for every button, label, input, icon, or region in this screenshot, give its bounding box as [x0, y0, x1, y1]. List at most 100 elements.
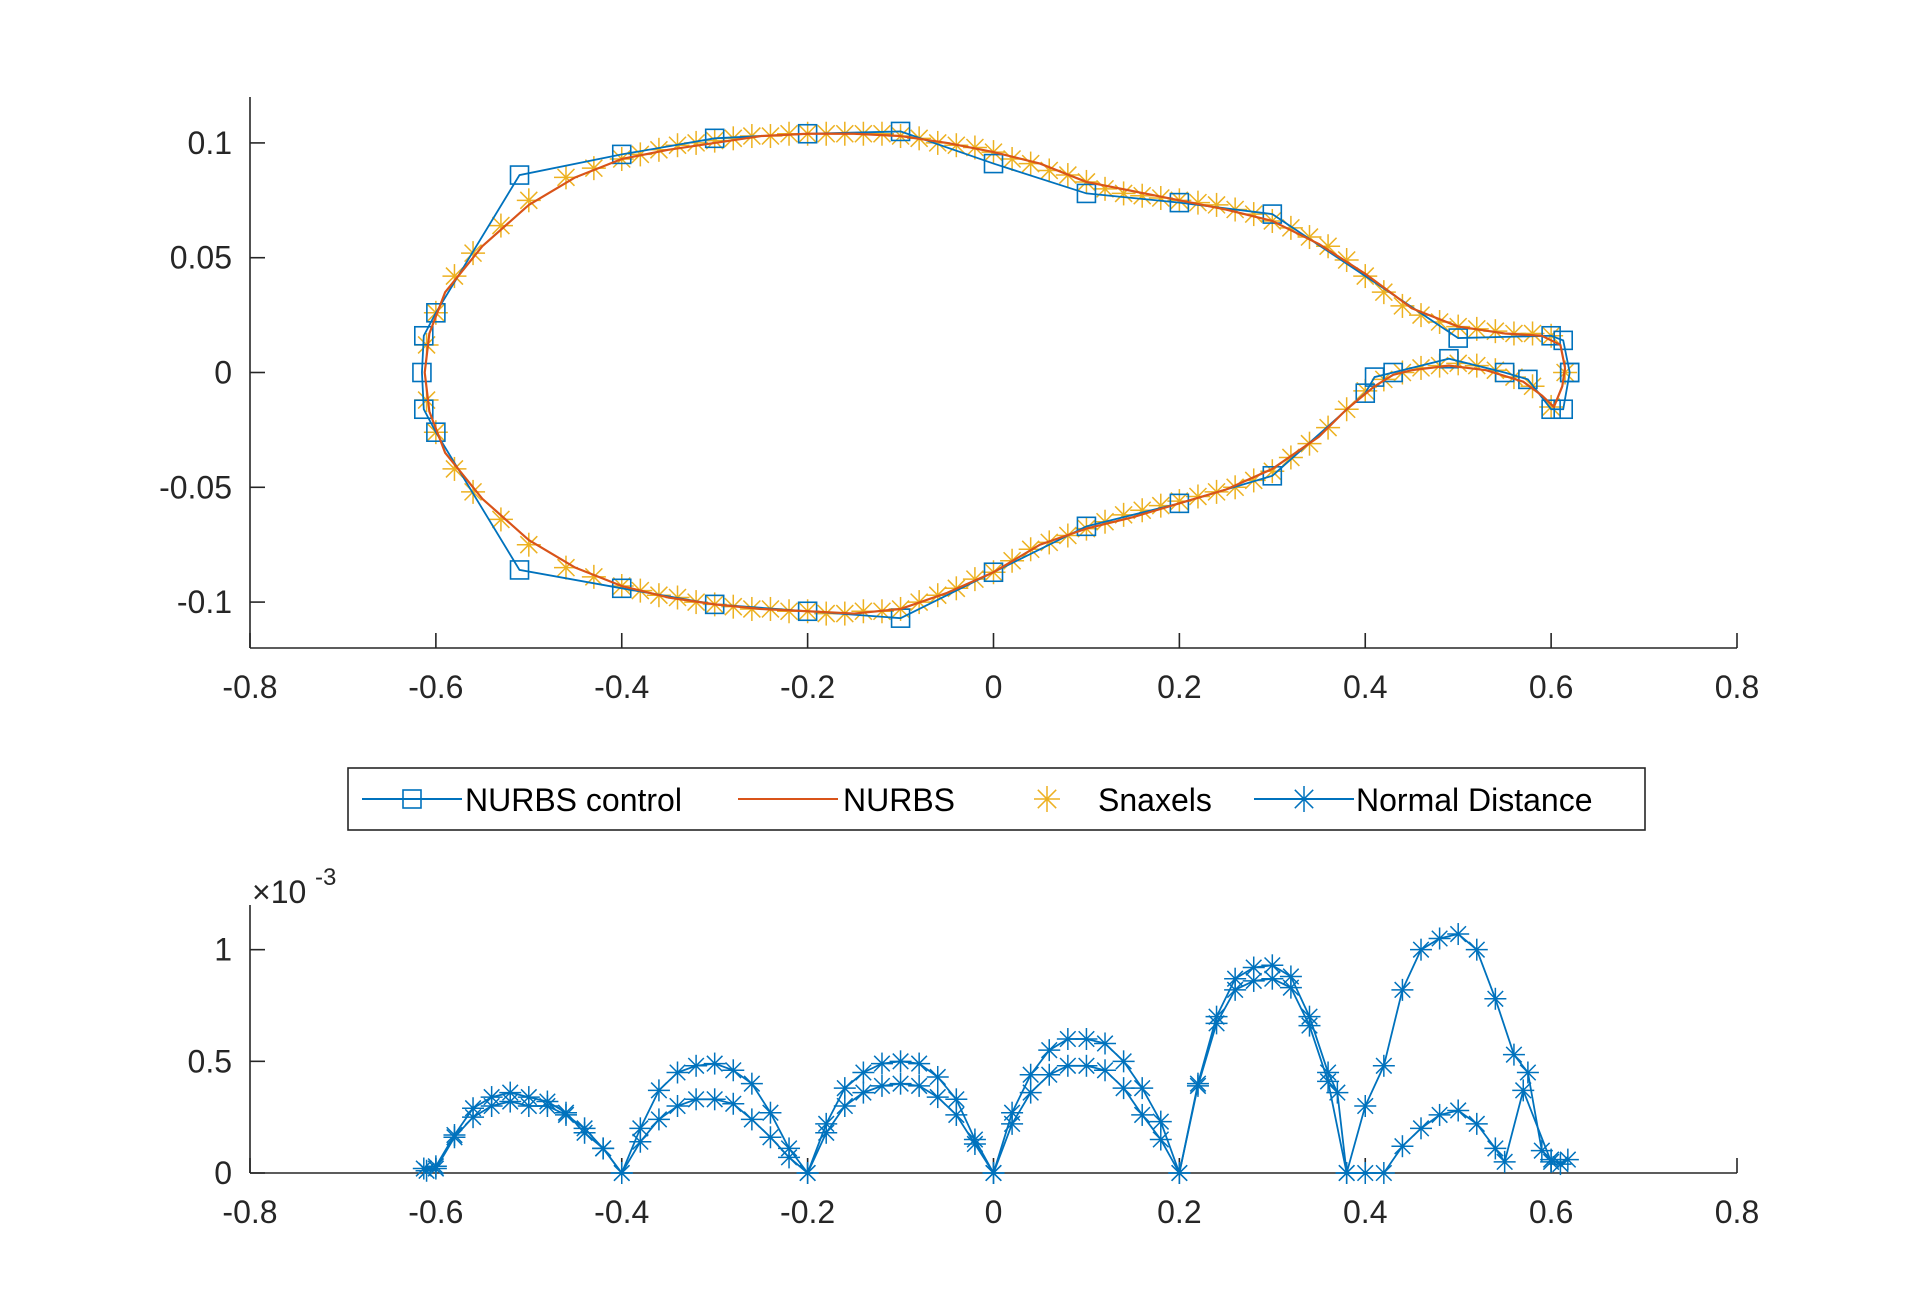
- normal-distance-point: [870, 1074, 893, 1097]
- normal-distance-point: [1556, 1148, 1579, 1171]
- snaxel-point: [488, 213, 513, 238]
- normal-distance-point: [517, 1095, 540, 1117]
- legend-box: [347, 767, 1646, 831]
- normal-distance-point: [889, 1072, 912, 1095]
- legend-marker-square: [402, 789, 422, 809]
- snaxel-point: [1278, 215, 1303, 240]
- normal-distance-point: [1205, 1012, 1228, 1035]
- control-point-marker: [704, 128, 725, 149]
- x-tick-label: -0.4: [594, 1194, 649, 1230]
- snaxel-point: [553, 555, 578, 580]
- x-tick-label: -0.4: [594, 669, 649, 705]
- control-point-marker: [426, 422, 446, 442]
- normal-distance-point: [1428, 1103, 1451, 1126]
- x-tick-label: 0: [985, 669, 1003, 705]
- normal-distance-point: [1410, 938, 1433, 961]
- legend-label-normal-distance: Normal Distance: [1356, 782, 1593, 818]
- normal-distance-point: [963, 1132, 986, 1155]
- normal-distance-point: [759, 1101, 782, 1124]
- legend-normal-asterisk: [1291, 786, 1317, 812]
- normal-distance-point: [926, 1086, 949, 1109]
- control-point-marker: [1439, 348, 1459, 369]
- control-point-marker: [426, 303, 446, 323]
- legend-label-nurbs: NURBS: [843, 782, 955, 818]
- normal-distance-point: [1484, 987, 1507, 1010]
- control-point-marker: [1262, 204, 1283, 224]
- normal-distance-point: [666, 1095, 689, 1117]
- legend-label-snaxels: Snaxels: [1098, 782, 1212, 818]
- normal-distance-point: [1428, 927, 1451, 950]
- normal-distance-point: [1391, 1135, 1414, 1158]
- normal-distance-point: [889, 1050, 912, 1073]
- normal-distance-point: [759, 1126, 782, 1149]
- normal-distance-point: [1298, 1014, 1321, 1037]
- normal-distance-point: [1447, 923, 1470, 946]
- normal-distance-point: [610, 1162, 633, 1184]
- normal-distance-point: [1335, 1162, 1358, 1184]
- control-point-marker: [1553, 330, 1574, 351]
- x-tick-label: 0.4: [1343, 1194, 1387, 1230]
- normal-distance-point: [1038, 1039, 1061, 1062]
- x-tick-label: -0.2: [780, 669, 835, 705]
- normal-distance-point: [1056, 1028, 1079, 1050]
- control-point-marker: [1262, 466, 1283, 486]
- x-tick-label: -0.6: [408, 1194, 463, 1230]
- normal-distance-point: [1540, 1150, 1563, 1173]
- normal-distance-point: [1317, 1070, 1340, 1093]
- control-point-marker: [1169, 493, 1190, 514]
- normal-distance-point: [1410, 1117, 1433, 1140]
- normal-distance-point: [1391, 978, 1414, 1001]
- normal-distance-point: [1186, 1074, 1209, 1097]
- x-tick-label: 0.2: [1157, 669, 1201, 705]
- normal-distance-point: [1465, 1112, 1488, 1135]
- normal-distance-point: [1149, 1128, 1172, 1151]
- snaxel-point: [962, 567, 987, 592]
- normal-distance-point: [1372, 1054, 1395, 1077]
- normal-distance-point: [852, 1081, 875, 1104]
- normal-distance-point: [424, 1157, 447, 1180]
- normal-distance-point: [647, 1108, 670, 1131]
- control-point-marker: [611, 144, 632, 165]
- normal-distance-point: [796, 1162, 819, 1184]
- control-point-marker: [509, 165, 530, 185]
- y-tick-label: 0: [214, 355, 232, 391]
- snaxel-point: [1093, 176, 1118, 201]
- control-point-marker: [1553, 399, 1574, 420]
- y-tick-label: 0.05: [170, 240, 232, 276]
- normal-distance-point: [1502, 1043, 1525, 1066]
- normal-distance-point: [573, 1117, 596, 1140]
- normal-distance-point: [1372, 1162, 1395, 1184]
- control-point-marker: [1559, 362, 1580, 383]
- normal-distance-point: [722, 1092, 745, 1115]
- snaxel-point: [1520, 321, 1545, 346]
- normal-distance-point: [926, 1065, 949, 1088]
- normal-distance-point: [1279, 976, 1302, 999]
- snaxel-point: [1316, 234, 1341, 259]
- snaxel-point: [869, 121, 894, 146]
- normal-distance-point: [1001, 1112, 1024, 1135]
- normal-distance-point: [740, 1108, 763, 1131]
- control-point-marker: [1448, 328, 1468, 348]
- legend-marker-normal-asterisk: [1291, 786, 1317, 812]
- x-tick-label: 0.8: [1715, 1194, 1759, 1230]
- normal-distance-point: [554, 1103, 577, 1126]
- normal-distance-point: [1112, 1077, 1135, 1100]
- snaxel-point: [1111, 181, 1136, 206]
- legend-label-nurbs-control: NURBS control: [465, 782, 682, 818]
- snaxel-point: [925, 130, 950, 155]
- y-tick-label: 1: [214, 932, 232, 968]
- control-point-marker: [413, 325, 434, 346]
- legend: NURBS control NURBS Snaxels Normal Dista…: [347, 767, 1646, 831]
- normal-distance-point: [852, 1061, 875, 1084]
- x-tick-label: -0.2: [780, 1194, 835, 1230]
- normal-distance-point: [1094, 1059, 1117, 1082]
- normal-distance-point: [1038, 1063, 1061, 1086]
- normal-distance-point: [1261, 967, 1284, 990]
- normal-distance-point: [833, 1095, 856, 1117]
- legend-snaxel-asterisk: [1034, 786, 1060, 812]
- snaxel-point: [488, 507, 513, 532]
- normal-distance-point: [1354, 1095, 1377, 1117]
- normal-distance-point: [443, 1126, 466, 1149]
